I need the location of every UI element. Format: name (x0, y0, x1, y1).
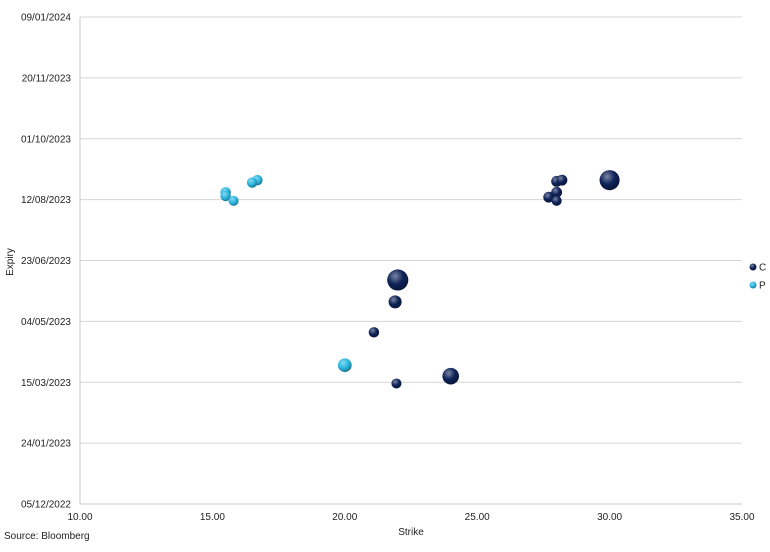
gridlines (80, 16, 742, 505)
x-tick-label: 15.00 (200, 512, 225, 523)
legend-marker (749, 281, 757, 289)
source-note: Source: Bloomberg (4, 531, 90, 542)
legend-label: C (759, 263, 766, 274)
y-tick-label: 20/11/2023 (22, 73, 72, 84)
y-tick-label: 05/12/2022 (21, 500, 71, 511)
y-tick-label: 12/08/2023 (21, 195, 71, 206)
legend: CP (749, 263, 766, 292)
bubble-P[interactable] (228, 195, 239, 206)
bubble-C[interactable] (387, 269, 409, 291)
y-axis-label: Expiry (5, 248, 16, 276)
bubble-C[interactable] (543, 191, 555, 203)
x-tick-label: 25.00 (465, 512, 490, 523)
bubble-C[interactable] (368, 327, 380, 338)
bubble-P[interactable] (337, 358, 352, 373)
y-tick-label: 24/01/2023 (21, 439, 71, 450)
y-tick-labels: 05/12/2022 24/01/2023 15/03/2023 04/05/2023… (21, 13, 71, 511)
x-tick-label: 10.00 (67, 512, 92, 523)
y-tick-label: 09/01/2024 (21, 13, 71, 24)
bubble-P[interactable] (220, 190, 231, 202)
x-tick-label: 35.00 (729, 512, 754, 523)
bubble-C[interactable] (391, 378, 402, 389)
bubbles (220, 170, 620, 389)
bubble-C[interactable] (556, 174, 568, 186)
x-tick-label: 20.00 (332, 512, 357, 523)
axes (79, 17, 742, 505)
bubble-C[interactable] (599, 170, 620, 191)
y-tick-label: 15/03/2023 (21, 378, 71, 389)
legend-label: P (759, 281, 766, 292)
bubble-C[interactable] (442, 367, 460, 385)
bubble-C[interactable] (388, 295, 402, 309)
y-tick-label: 01/10/2023 (21, 134, 71, 145)
x-tick-labels: 10.00 15.00 20.00 25.00 30.00 35.00 (67, 512, 754, 523)
y-tick-label: 04/05/2023 (21, 317, 71, 328)
legend-marker (749, 263, 757, 271)
bubble-C[interactable] (551, 186, 563, 198)
y-tick-label: 23/06/2023 (21, 256, 71, 267)
x-axis-label: Strike (398, 527, 424, 538)
bubble-C[interactable] (551, 195, 562, 206)
bubble-P[interactable] (246, 177, 258, 188)
x-tick-label: 30.00 (597, 512, 622, 523)
